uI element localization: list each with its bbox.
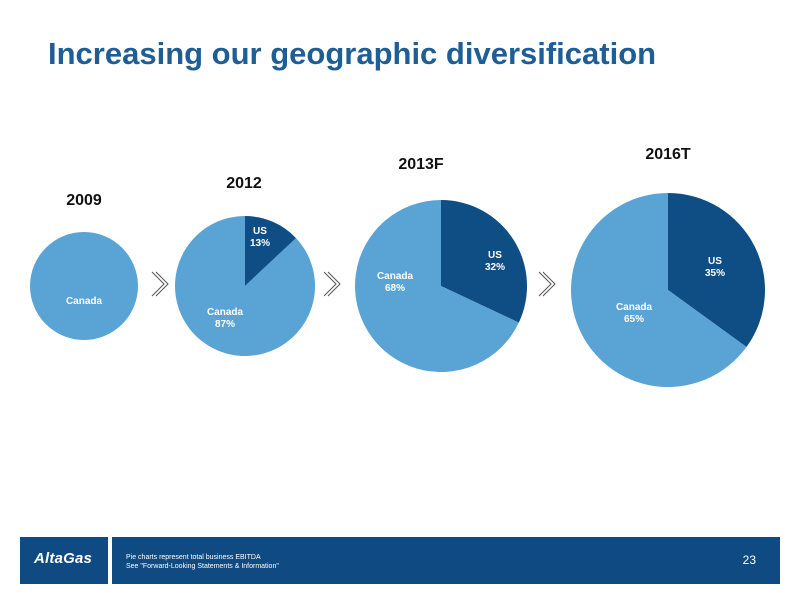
pie-slice-canada [30, 232, 138, 340]
chevron-right-icon [323, 271, 341, 297]
altagas-logo: AltaGas [20, 537, 110, 584]
pie-slice-canada [570, 193, 747, 387]
chart-title: 2012 [226, 175, 262, 192]
pie-slice-canada [355, 200, 519, 372]
chart-title: 2016T [645, 146, 691, 163]
slice-value-us: 32% [485, 262, 505, 273]
slice-label-canada: Canada [616, 302, 653, 313]
slice-value-canada: 87% [215, 319, 235, 330]
logo-text: AltaGas [34, 550, 93, 567]
pie-slice-us [668, 193, 765, 348]
chevron-right-icon [538, 271, 556, 297]
slice-label-canada: Canada [377, 271, 414, 282]
slice-value-us: 13% [250, 238, 270, 249]
pie-slice-us [245, 216, 297, 286]
chevron-right-icon [151, 271, 169, 297]
footer-note-forward-looking: See "Forward-Looking Statements & Inform… [126, 563, 279, 570]
chart-title: 2009 [66, 192, 102, 209]
pie-charts: 2009Canada2012US13%Canada87%2013FUS32%Ca… [30, 146, 765, 387]
footer-note-ebitda: Pie charts represent total business EBIT… [126, 554, 261, 561]
slice-label-us: US [488, 250, 502, 261]
pie-chart-2009: 2009 Canada [30, 192, 138, 340]
page-number: 23 [742, 553, 756, 567]
slice-value-us: 35% [705, 268, 725, 279]
slice-label-canada: Canada [66, 296, 103, 307]
footer-bar: Pie charts represent total business EBIT… [112, 537, 780, 584]
slide-title: Increasing our geographic diversificatio… [48, 36, 657, 71]
pie-slice-us [441, 200, 528, 323]
slice-value-canada: 65% [624, 314, 644, 325]
slice-label-us: US [708, 256, 722, 267]
slice-value-canada: 68% [385, 283, 405, 294]
footer: AltaGas Pie charts represent total busin… [20, 537, 780, 584]
pie-slice-canada [175, 216, 316, 356]
slice-label-us: US [253, 226, 267, 237]
slice-label-canada: Canada [207, 307, 244, 318]
chart-title: 2013F [398, 156, 444, 173]
